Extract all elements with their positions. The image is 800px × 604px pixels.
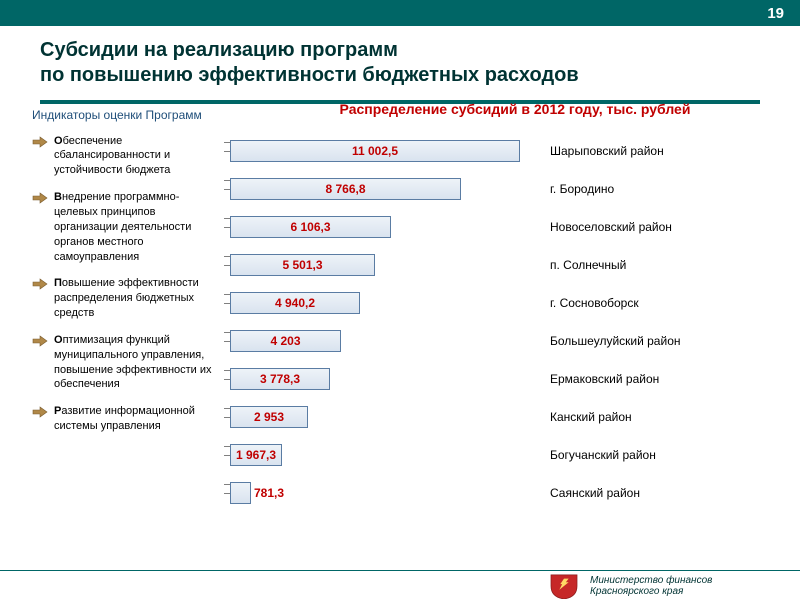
indicator-text: Повышение эффективности распределения бю… xyxy=(54,276,220,321)
slide-title: Субсидии на реализацию программ по повыш… xyxy=(40,38,760,88)
bar-area: 4 203 xyxy=(230,330,520,352)
arrow-right-icon xyxy=(32,192,50,204)
bar-value-label: 2 953 xyxy=(254,410,284,424)
page-number: 19 xyxy=(767,5,784,22)
indicators-heading: Индикаторы оценки Программ xyxy=(32,108,220,124)
region-label: Большеулуйский район xyxy=(520,334,760,348)
indicator-item: Оптимизация функций муниципального управ… xyxy=(32,333,220,392)
bar: 2 953 xyxy=(230,406,308,428)
bar-area: 4 940,2 xyxy=(230,292,520,314)
bar-value-label: 4 203 xyxy=(270,334,300,348)
bar-area: 11 002,5 xyxy=(230,140,520,162)
coat-of-arms-icon xyxy=(546,573,582,599)
bar-row: 2 953 Канский район xyxy=(230,398,760,436)
bar-row: 5 501,3 п. Солнечный xyxy=(230,246,760,284)
bar: 781,3 xyxy=(230,482,251,504)
indicator-item: Обеспечение сбалансированности и устойчи… xyxy=(32,134,220,179)
indicator-text: Оптимизация функций муниципального управ… xyxy=(54,333,220,392)
region-label: Новоселовский район xyxy=(520,220,760,234)
bar-area: 3 778,3 xyxy=(230,368,520,390)
chart-title: Распределение субсидий в 2012 году, тыс.… xyxy=(270,100,760,118)
region-label: Канский район xyxy=(520,410,760,424)
bar: 11 002,5 xyxy=(230,140,520,162)
bar-value-label: 11 002,5 xyxy=(352,144,398,158)
bar-row: 11 002,5 Шарыповский район xyxy=(230,132,760,170)
bar-area: 5 501,3 xyxy=(230,254,520,276)
bar-chart: 11 002,5 Шарыповский район 8 766,8 г. Бород… xyxy=(230,132,760,512)
content-area: Индикаторы оценки Программ Обеспечение с… xyxy=(0,100,800,560)
footer-text: Министерство финансов Красноярского края xyxy=(590,575,780,597)
bar-value-label: 5 501,3 xyxy=(282,258,322,272)
bar: 3 778,3 xyxy=(230,368,330,390)
bar: 8 766,8 xyxy=(230,178,461,200)
indicator-item: Развитие информационной системы управлен… xyxy=(32,404,220,434)
title-line-2: по повышению эффективности бюджетных рас… xyxy=(40,64,579,86)
region-label: Саянский район xyxy=(520,486,760,500)
arrow-right-icon xyxy=(32,278,50,290)
region-label: г. Сосновоборск xyxy=(520,296,760,310)
bar-value-label: 3 778,3 xyxy=(260,372,300,386)
top-bar: 19 xyxy=(0,0,800,26)
bar-area: 6 106,3 xyxy=(230,216,520,238)
bar-row: 8 766,8 г. Бородино xyxy=(230,170,760,208)
bar-value-label: 1 967,3 xyxy=(236,448,276,462)
region-label: Богучанский район xyxy=(520,448,760,462)
bar: 6 106,3 xyxy=(230,216,391,238)
bar-row: 781,3 Саянский район xyxy=(230,474,760,512)
bar-row: 4 940,2 г. Сосновоборск xyxy=(230,284,760,322)
bar: 1 967,3 xyxy=(230,444,282,466)
indicator-text: Внедрение программно-целевых принципов о… xyxy=(54,190,220,264)
arrow-right-icon xyxy=(32,335,50,347)
bar-row: 4 203 Большеулуйский район xyxy=(230,322,760,360)
indicator-text: Развитие информационной системы управлен… xyxy=(54,404,220,434)
arrow-right-icon xyxy=(32,406,50,418)
bar: 4 203 xyxy=(230,330,341,352)
arrow-right-icon xyxy=(32,136,50,148)
region-label: Шарыповский район xyxy=(520,144,760,158)
title-line-1: Субсидии на реализацию программ xyxy=(40,39,398,61)
bar-area: 1 967,3 xyxy=(230,444,520,466)
bar-value-label: 6 106,3 xyxy=(290,220,330,234)
footer: Министерство финансов Красноярского края xyxy=(0,570,800,600)
indicator-item: Повышение эффективности распределения бю… xyxy=(32,276,220,321)
region-label: Ермаковский район xyxy=(520,372,760,386)
indicators-panel: Индикаторы оценки Программ Обеспечение с… xyxy=(0,100,230,560)
bar: 4 940,2 xyxy=(230,292,360,314)
bar-row: 6 106,3 Новоселовский район xyxy=(230,208,760,246)
indicator-text: Обеспечение сбалансированности и устойчи… xyxy=(54,134,220,179)
chart-panel: Распределение субсидий в 2012 году, тыс.… xyxy=(230,100,800,560)
indicator-item: Внедрение программно-целевых принципов о… xyxy=(32,190,220,264)
region-label: п. Солнечный xyxy=(520,258,760,272)
bar-row: 1 967,3 Богучанский район xyxy=(230,436,760,474)
indicators-list: Обеспечение сбалансированности и устойчи… xyxy=(32,134,220,434)
bar-value-label: 781,3 xyxy=(250,486,284,500)
bar-value-label: 4 940,2 xyxy=(275,296,315,310)
region-label: г. Бородино xyxy=(520,182,760,196)
bar-area: 2 953 xyxy=(230,406,520,428)
bar: 5 501,3 xyxy=(230,254,375,276)
bar-value-label: 8 766,8 xyxy=(325,182,365,196)
title-block: Субсидии на реализацию программ по повыш… xyxy=(0,26,800,96)
bar-area: 781,3 xyxy=(230,482,520,504)
bar-row: 3 778,3 Ермаковский район xyxy=(230,360,760,398)
bar-area: 8 766,8 xyxy=(230,178,520,200)
